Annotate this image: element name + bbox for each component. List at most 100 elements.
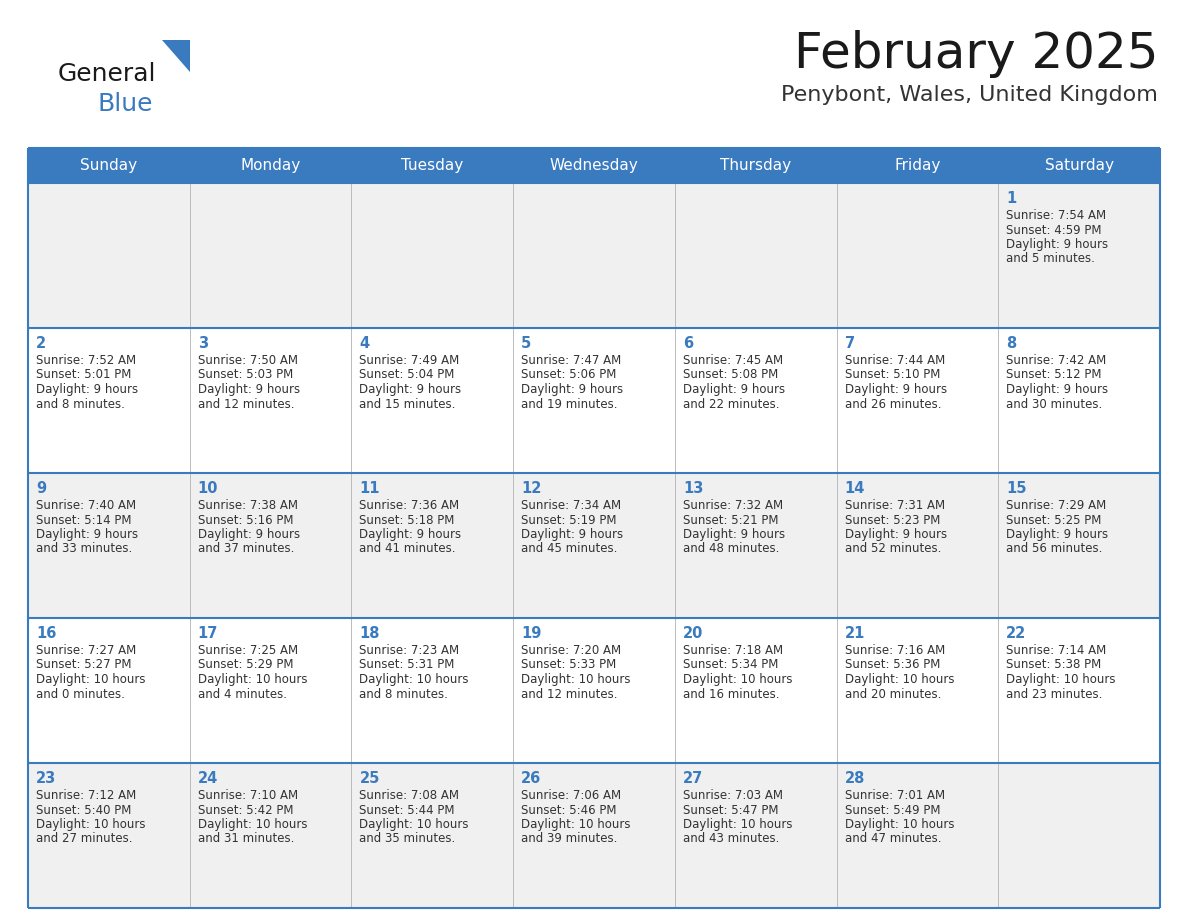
Text: 22: 22 — [1006, 626, 1026, 641]
Text: Sunset: 5:19 PM: Sunset: 5:19 PM — [522, 513, 617, 527]
Text: Sunrise: 7:08 AM: Sunrise: 7:08 AM — [360, 789, 460, 802]
Text: Sunrise: 7:50 AM: Sunrise: 7:50 AM — [197, 354, 298, 367]
Text: Sunset: 4:59 PM: Sunset: 4:59 PM — [1006, 223, 1101, 237]
Text: and 41 minutes.: and 41 minutes. — [360, 543, 456, 555]
Text: and 43 minutes.: and 43 minutes. — [683, 833, 779, 845]
Text: and 27 minutes.: and 27 minutes. — [36, 833, 133, 845]
Text: Sunrise: 7:47 AM: Sunrise: 7:47 AM — [522, 354, 621, 367]
Text: Wednesday: Wednesday — [550, 158, 638, 173]
Text: Daylight: 10 hours: Daylight: 10 hours — [522, 673, 631, 686]
Text: Sunrise: 7:36 AM: Sunrise: 7:36 AM — [360, 499, 460, 512]
Text: Sunrise: 7:27 AM: Sunrise: 7:27 AM — [36, 644, 137, 657]
Text: Sunset: 5:23 PM: Sunset: 5:23 PM — [845, 513, 940, 527]
Text: Daylight: 9 hours: Daylight: 9 hours — [36, 528, 138, 541]
Text: Sunset: 5:34 PM: Sunset: 5:34 PM — [683, 658, 778, 671]
Text: Daylight: 10 hours: Daylight: 10 hours — [683, 673, 792, 686]
Text: February 2025: February 2025 — [794, 30, 1158, 78]
Text: and 0 minutes.: and 0 minutes. — [36, 688, 125, 700]
Text: and 23 minutes.: and 23 minutes. — [1006, 688, 1102, 700]
Text: Blue: Blue — [97, 92, 153, 116]
Text: Daylight: 10 hours: Daylight: 10 hours — [522, 818, 631, 831]
Text: 26: 26 — [522, 771, 542, 786]
Text: Sunrise: 7:34 AM: Sunrise: 7:34 AM — [522, 499, 621, 512]
Text: Sunrise: 7:45 AM: Sunrise: 7:45 AM — [683, 354, 783, 367]
Text: 18: 18 — [360, 626, 380, 641]
Text: Daylight: 9 hours: Daylight: 9 hours — [197, 528, 299, 541]
Text: Daylight: 9 hours: Daylight: 9 hours — [1006, 238, 1108, 251]
Text: Daylight: 9 hours: Daylight: 9 hours — [36, 383, 138, 396]
Text: 13: 13 — [683, 481, 703, 496]
Text: Daylight: 10 hours: Daylight: 10 hours — [36, 673, 145, 686]
Text: 3: 3 — [197, 336, 208, 351]
Text: Sunset: 5:14 PM: Sunset: 5:14 PM — [36, 513, 132, 527]
Text: 21: 21 — [845, 626, 865, 641]
Text: Sunrise: 7:54 AM: Sunrise: 7:54 AM — [1006, 209, 1106, 222]
Bar — [29, 148, 1159, 183]
Text: 9: 9 — [36, 481, 46, 496]
Text: 12: 12 — [522, 481, 542, 496]
Text: Daylight: 10 hours: Daylight: 10 hours — [197, 673, 308, 686]
Text: Sunrise: 7:18 AM: Sunrise: 7:18 AM — [683, 644, 783, 657]
Text: Daylight: 10 hours: Daylight: 10 hours — [197, 818, 308, 831]
Text: Daylight: 9 hours: Daylight: 9 hours — [1006, 383, 1108, 396]
Text: Sunset: 5:47 PM: Sunset: 5:47 PM — [683, 803, 778, 816]
Text: Sunset: 5:18 PM: Sunset: 5:18 PM — [360, 513, 455, 527]
Text: Sunrise: 7:20 AM: Sunrise: 7:20 AM — [522, 644, 621, 657]
Text: and 30 minutes.: and 30 minutes. — [1006, 397, 1102, 410]
Text: and 26 minutes.: and 26 minutes. — [845, 397, 941, 410]
Text: Sunrise: 7:12 AM: Sunrise: 7:12 AM — [36, 789, 137, 802]
Text: and 35 minutes.: and 35 minutes. — [360, 833, 456, 845]
Text: Sunset: 5:27 PM: Sunset: 5:27 PM — [36, 658, 132, 671]
Text: Daylight: 9 hours: Daylight: 9 hours — [683, 383, 785, 396]
Text: 20: 20 — [683, 626, 703, 641]
Text: and 31 minutes.: and 31 minutes. — [197, 833, 295, 845]
Text: 17: 17 — [197, 626, 219, 641]
Text: 27: 27 — [683, 771, 703, 786]
Text: Daylight: 9 hours: Daylight: 9 hours — [522, 383, 624, 396]
Text: and 12 minutes.: and 12 minutes. — [522, 688, 618, 700]
Text: 1: 1 — [1006, 191, 1017, 206]
Text: Sunrise: 7:10 AM: Sunrise: 7:10 AM — [197, 789, 298, 802]
Text: 10: 10 — [197, 481, 219, 496]
Text: Daylight: 9 hours: Daylight: 9 hours — [845, 383, 947, 396]
Text: and 19 minutes.: and 19 minutes. — [522, 397, 618, 410]
Text: Sunrise: 7:06 AM: Sunrise: 7:06 AM — [522, 789, 621, 802]
Text: Sunset: 5:31 PM: Sunset: 5:31 PM — [360, 658, 455, 671]
Text: Sunrise: 7:38 AM: Sunrise: 7:38 AM — [197, 499, 298, 512]
Text: 5: 5 — [522, 336, 531, 351]
Bar — [29, 183, 1159, 328]
Text: Sunset: 5:01 PM: Sunset: 5:01 PM — [36, 368, 132, 382]
Text: 6: 6 — [683, 336, 693, 351]
Text: Sunset: 5:40 PM: Sunset: 5:40 PM — [36, 803, 132, 816]
Text: Sunrise: 7:49 AM: Sunrise: 7:49 AM — [360, 354, 460, 367]
Text: Sunrise: 7:25 AM: Sunrise: 7:25 AM — [197, 644, 298, 657]
Text: Daylight: 9 hours: Daylight: 9 hours — [683, 528, 785, 541]
Text: Daylight: 10 hours: Daylight: 10 hours — [1006, 673, 1116, 686]
Text: and 16 minutes.: and 16 minutes. — [683, 688, 779, 700]
Text: Sunset: 5:06 PM: Sunset: 5:06 PM — [522, 368, 617, 382]
Text: Sunset: 5:03 PM: Sunset: 5:03 PM — [197, 368, 293, 382]
Text: and 22 minutes.: and 22 minutes. — [683, 397, 779, 410]
Text: and 48 minutes.: and 48 minutes. — [683, 543, 779, 555]
Text: Daylight: 10 hours: Daylight: 10 hours — [360, 818, 469, 831]
Text: Sunset: 5:10 PM: Sunset: 5:10 PM — [845, 368, 940, 382]
Text: 14: 14 — [845, 481, 865, 496]
Bar — [29, 763, 1159, 908]
Text: Sunrise: 7:16 AM: Sunrise: 7:16 AM — [845, 644, 944, 657]
Text: and 8 minutes.: and 8 minutes. — [360, 688, 448, 700]
Text: Sunset: 5:16 PM: Sunset: 5:16 PM — [197, 513, 293, 527]
Text: Sunrise: 7:31 AM: Sunrise: 7:31 AM — [845, 499, 944, 512]
Text: Sunset: 5:49 PM: Sunset: 5:49 PM — [845, 803, 940, 816]
Polygon shape — [162, 40, 190, 72]
Text: Daylight: 10 hours: Daylight: 10 hours — [360, 673, 469, 686]
Text: Sunset: 5:33 PM: Sunset: 5:33 PM — [522, 658, 617, 671]
Text: Daylight: 9 hours: Daylight: 9 hours — [360, 383, 462, 396]
Text: Sunrise: 7:32 AM: Sunrise: 7:32 AM — [683, 499, 783, 512]
Text: Daylight: 10 hours: Daylight: 10 hours — [683, 818, 792, 831]
Text: and 5 minutes.: and 5 minutes. — [1006, 252, 1095, 265]
Text: Friday: Friday — [895, 158, 941, 173]
Text: and 15 minutes.: and 15 minutes. — [360, 397, 456, 410]
Text: 28: 28 — [845, 771, 865, 786]
Text: and 39 minutes.: and 39 minutes. — [522, 833, 618, 845]
Text: Sunset: 5:25 PM: Sunset: 5:25 PM — [1006, 513, 1101, 527]
